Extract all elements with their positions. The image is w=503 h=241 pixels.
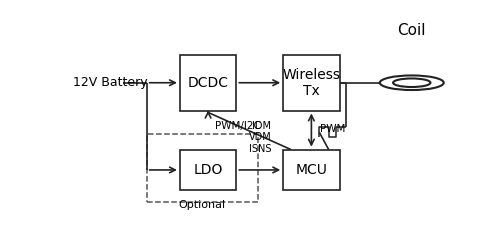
Bar <box>147 134 258 202</box>
Ellipse shape <box>380 75 444 90</box>
Bar <box>283 149 340 190</box>
Text: Optional: Optional <box>179 200 226 210</box>
Text: LDO: LDO <box>193 163 223 177</box>
Text: Coil: Coil <box>397 23 426 38</box>
Text: IDM
VDM
ISNS: IDM VDM ISNS <box>248 121 272 154</box>
Text: PWM: PWM <box>320 124 346 134</box>
Text: PWM/I2C: PWM/I2C <box>215 121 261 131</box>
Text: 12V Battery: 12V Battery <box>72 76 147 89</box>
Ellipse shape <box>393 79 431 87</box>
Text: DCDC: DCDC <box>188 76 228 90</box>
Bar <box>180 55 236 111</box>
Text: Wireless
Tx: Wireless Tx <box>282 68 341 98</box>
Bar <box>283 55 340 111</box>
Bar <box>180 149 236 190</box>
Text: MCU: MCU <box>295 163 327 177</box>
